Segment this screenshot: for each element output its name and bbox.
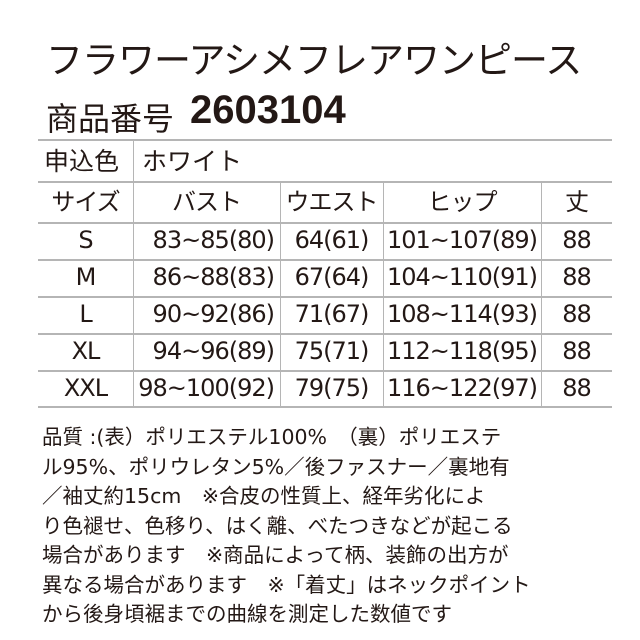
column-header: バスト — [172, 188, 242, 216]
table-cell: 112~118(95) — [387, 337, 538, 365]
table-cell: 101~107(89) — [387, 226, 538, 254]
table-cell: 88 — [562, 374, 592, 402]
table-cell: 116~122(97) — [387, 374, 538, 402]
size-label: XL — [71, 337, 101, 365]
divider — [38, 181, 612, 183]
note-line: 品質 :(表）ポリエステル100% （裏）ポリエステ — [42, 425, 502, 449]
divider — [38, 406, 612, 408]
row-divider — [38, 370, 612, 372]
note-line: ル95%、ポリウレタン5%／後ファスナー／裏地有 — [42, 454, 510, 479]
table-cell: 90~92(86) — [152, 300, 275, 328]
row-divider — [38, 222, 612, 224]
column-divider — [280, 182, 281, 407]
divider — [133, 140, 134, 182]
table-cell: 88 — [562, 337, 592, 365]
table-cell: 79(75) — [294, 374, 370, 402]
table-cell: 88 — [562, 226, 592, 254]
table-cell: 88 — [562, 263, 592, 291]
color-label: 申込色 — [44, 147, 120, 176]
table-cell: 108~114(93) — [387, 300, 538, 328]
table-cell: 71(67) — [294, 300, 370, 328]
column-header: サイズ — [51, 188, 120, 216]
product-number-label: 商品番号 — [46, 100, 175, 138]
size-label: L — [79, 300, 92, 328]
table-cell: 86~88(83) — [152, 263, 275, 291]
size-label: XXL — [63, 374, 108, 402]
note-line: り色褪せ、色移り、はく離、べたつきなどが起こる — [42, 513, 513, 538]
row-divider — [38, 333, 612, 335]
table-cell: 98~100(92) — [138, 374, 275, 402]
column-divider — [383, 182, 384, 407]
size-label: S — [78, 226, 93, 254]
note-line: 場合があります ※商品によって柄、装飾の出方が — [42, 543, 509, 567]
row-divider — [38, 296, 612, 298]
note-line: から後身頃裾までの曲線を測定した数値です — [42, 602, 452, 626]
product-number-value: 2603104 — [190, 88, 346, 132]
table-cell: 104~110(91) — [387, 263, 538, 291]
product-title: フラワーアシメフレアワンピース — [46, 39, 582, 82]
column-divider — [541, 182, 542, 407]
note-line: 異なる場合があります ※「着丈」はネックポイント — [42, 572, 531, 597]
row-divider — [38, 259, 612, 261]
column-header: ウエスト — [285, 188, 379, 216]
table-cell: 83~85(80) — [152, 226, 275, 254]
column-header: 丈 — [565, 188, 589, 216]
column-divider — [133, 182, 134, 407]
size-label: M — [75, 263, 97, 291]
notes: 品質 :(表）ポリエステル100% （裏）ポリエステ ル95%、ポリウレタン5%／… — [42, 423, 531, 630]
column-header: ヒップ — [427, 188, 498, 216]
table-cell: 67(64) — [294, 263, 370, 291]
table-cell: 94~96(89) — [152, 337, 275, 365]
note-line: ／袖丈約15cm ※合皮の性質上、経年劣化によ — [42, 484, 486, 508]
table-cell: 64(61) — [294, 226, 370, 254]
divider — [38, 139, 612, 141]
table-cell: 75(71) — [294, 337, 370, 365]
color-value: ホワイト — [142, 147, 243, 176]
table-cell: 88 — [562, 300, 592, 328]
